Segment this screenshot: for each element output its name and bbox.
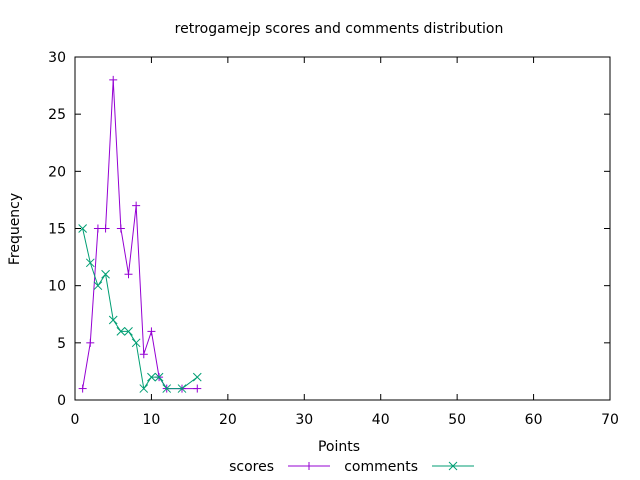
comments-point [139, 384, 149, 393]
series-scores [78, 75, 202, 393]
y-tick-label: 5 [57, 336, 66, 352]
x-tick-label: 70 [601, 412, 619, 428]
comments-point [101, 269, 110, 279]
y-tick-label: 0 [57, 393, 66, 409]
y-tick-label: 10 [48, 279, 66, 295]
x-axis-label: Points [318, 439, 360, 455]
plot-area [74, 56, 611, 401]
comments-point [93, 281, 103, 291]
scores-point [86, 338, 95, 347]
scores-point [116, 224, 125, 233]
legend-entry-comments: comments [344, 459, 474, 475]
scores-point [93, 224, 102, 233]
x-tick-label: 50 [448, 412, 466, 428]
comments-point [154, 372, 164, 382]
legend-label: scores [229, 459, 274, 475]
comments-point [192, 372, 202, 382]
x-tick-label: 20 [219, 412, 237, 428]
x-tick-label: 10 [143, 412, 161, 428]
y-tick-label: 25 [48, 107, 66, 123]
scores-point [147, 327, 156, 336]
comments-point [147, 372, 156, 382]
series-layer [78, 75, 202, 393]
axis-frame [74, 56, 611, 401]
comments-line [82, 228, 198, 390]
x-tick-label: 30 [295, 412, 313, 428]
legend-label: comments [344, 459, 418, 475]
x-axis: 0 10 20 30 40 50 60 70 [71, 57, 619, 428]
scores-point [139, 350, 148, 359]
legend-marker [448, 461, 458, 471]
legend: scores comments [229, 459, 474, 475]
chart-title: retrogamejp scores and comments distribu… [175, 21, 504, 37]
series-comments [78, 224, 202, 393]
comments-point [116, 327, 126, 336]
x-tick-label: 0 [71, 412, 80, 428]
x-tick-label: 60 [525, 412, 543, 428]
y-tick-label: 15 [48, 222, 66, 238]
legend-marker [305, 462, 313, 470]
scores-point [101, 224, 110, 233]
comments-point [124, 327, 133, 336]
y-axis-label: Frequency [7, 193, 23, 265]
comments-point [85, 258, 95, 268]
comments-point [162, 384, 172, 393]
comments-point [78, 224, 87, 233]
scores-point [193, 384, 202, 393]
scores-point [78, 384, 87, 393]
y-tick-label: 20 [48, 164, 66, 180]
y-tick-label: 30 [48, 50, 66, 66]
comments-point [177, 384, 187, 393]
scores-line [82, 79, 198, 390]
y-axis: 0 5 10 15 20 25 30 [48, 50, 610, 409]
legend-entry-scores: scores [229, 459, 330, 475]
comments-point [108, 315, 118, 325]
x-tick-label: 40 [372, 412, 390, 428]
scores-point [109, 75, 118, 84]
comments-point [131, 338, 141, 348]
scores-point [132, 201, 141, 210]
scores-point [124, 270, 133, 279]
